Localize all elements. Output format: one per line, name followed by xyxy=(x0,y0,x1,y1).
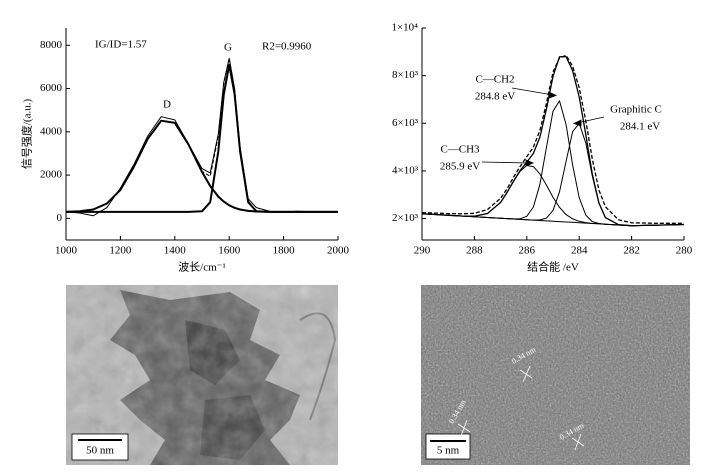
curve xyxy=(421,165,685,227)
tem-image-low: 50 nm xyxy=(66,285,338,465)
y-tick-label: 2000 xyxy=(40,169,63,181)
x-tick-label: 1800 xyxy=(273,245,296,257)
x-axis-label: 波长/cm⁻¹ xyxy=(178,261,226,274)
curve xyxy=(421,55,685,227)
x-axis-label: 结合能 /eV xyxy=(527,260,579,274)
y-tick-label: 2×10³ xyxy=(392,212,419,224)
annotation: G xyxy=(224,42,232,54)
x-tick-label: 282 xyxy=(623,245,640,257)
annotation: R2=0.9960 xyxy=(262,41,312,53)
curve xyxy=(66,63,338,213)
annotation: C—CH3 xyxy=(440,144,480,156)
x-tick-label: 288 xyxy=(466,245,483,257)
annotation: 284.8 eV xyxy=(475,91,515,103)
tem-image-high: 5 nm 0.34 nm 0.34 nm 0.34 nm xyxy=(421,285,690,465)
curve xyxy=(65,119,338,213)
x-tick-label: 290 xyxy=(414,245,431,257)
x-tick-label: 284 xyxy=(571,245,588,257)
y-tick-label: 4×10³ xyxy=(392,164,419,176)
x-tick-label: 286 xyxy=(519,245,536,257)
x-tick-label: 1400 xyxy=(164,245,187,257)
y-tick-label: 4000 xyxy=(40,125,63,137)
annotation: Graphitic C xyxy=(610,104,662,116)
curve xyxy=(65,57,339,217)
y-tick-label: 6×10³ xyxy=(392,117,419,129)
y-tick-label: 8000 xyxy=(40,39,63,51)
curve xyxy=(65,57,338,213)
curve xyxy=(421,54,684,224)
x-tick-label: 2000 xyxy=(327,245,350,257)
annotation: IG/ID=1.57 xyxy=(95,39,147,51)
x-tick-label: 280 xyxy=(676,245,693,257)
annotation: C—CH2 xyxy=(475,74,514,86)
y-tick-label: 1×10⁴ xyxy=(391,22,418,34)
curve xyxy=(421,122,685,227)
scale-bar-label: 5 nm xyxy=(437,445,460,457)
x-tick-label: 1200 xyxy=(109,245,132,257)
y-tick-label: 0 xyxy=(57,212,63,224)
scale-bar-label: 50 nm xyxy=(86,445,114,457)
annotation: 285.9 eV xyxy=(440,161,480,173)
annotation: 284.1 eV xyxy=(620,121,660,133)
x-tick-label: 1000 xyxy=(55,245,78,257)
annotation: D xyxy=(163,99,171,111)
y-tick-label: 8×10³ xyxy=(392,69,419,81)
x-tick-label: 1600 xyxy=(218,245,241,257)
y-axis-label: 信号强度/(a.u.) xyxy=(20,99,34,170)
y-tick-label: 6000 xyxy=(40,82,63,94)
